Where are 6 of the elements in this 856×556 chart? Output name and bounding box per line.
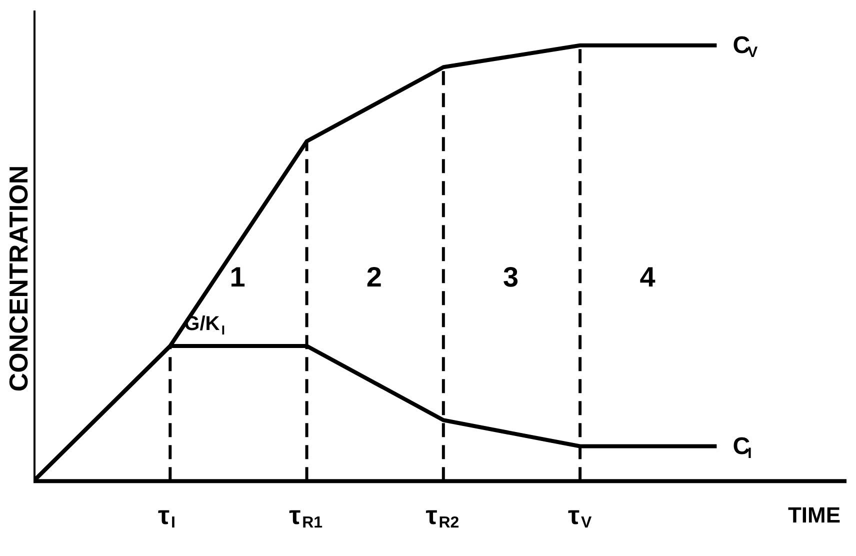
- annotation: 3: [503, 261, 519, 292]
- y-axis-title: CONCENTRATION: [4, 165, 34, 392]
- annotation: 4: [640, 261, 656, 292]
- annotation: 1: [230, 261, 246, 292]
- x-axis-title: TIME: [788, 502, 841, 528]
- annotation: 2: [366, 261, 382, 292]
